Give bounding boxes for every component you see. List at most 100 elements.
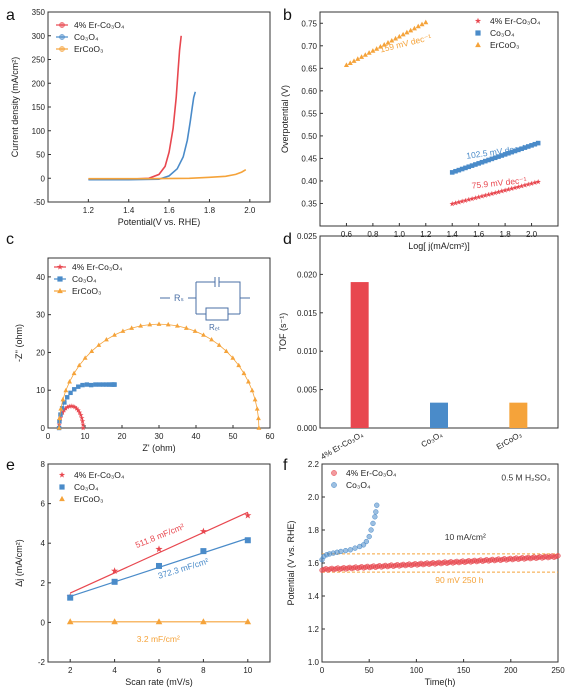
data-point-1: [519, 146, 524, 152]
panel-d: 0.000 0.005 0.010 0.015 0.020 0.025 TOF (s⁻¹) 4…: [278, 232, 559, 461]
bar: [509, 402, 528, 428]
y-tick-label: 200: [32, 79, 46, 88]
y-tick-label: 1.2: [308, 625, 320, 634]
legend-label: Co₃O₄: [490, 28, 515, 38]
data-point-1: [76, 384, 81, 389]
data-point-2: [174, 323, 180, 328]
y-axis-label: TOF (s⁻¹): [278, 313, 288, 352]
data-point-2: [256, 425, 262, 430]
data-point-2: [252, 396, 258, 402]
data-point-2: [351, 58, 357, 63]
x-tick-label: 10: [81, 432, 90, 441]
data-point-1: [489, 156, 495, 162]
x-tick-label: 1.8: [204, 206, 216, 215]
data-point-2: [362, 52, 368, 57]
data-point-0: [111, 567, 119, 574]
legend-label: 4% Er-Co₃O₄: [346, 468, 397, 478]
data-point-0: [502, 187, 508, 193]
series-line-1: [88, 91, 197, 181]
data-point-2: [66, 618, 74, 625]
panel-e: -2 0 2 4 6 8 2 4 6 8 10 Scan rate (mV/s) Δj (mA/cm²)…: [14, 460, 271, 687]
y-tick-label: 0.55: [301, 109, 317, 118]
data-point-0: [512, 184, 518, 191]
fit-line-0: [69, 511, 249, 594]
y-tick-label: -2: [38, 658, 46, 667]
panel-label-f: f: [283, 457, 288, 474]
data-point-2: [400, 31, 406, 37]
x-tick-label: 200: [504, 666, 518, 675]
fit-line-2: [58, 323, 260, 429]
data-point-2: [76, 362, 82, 368]
y-tick-label: 20: [36, 348, 45, 357]
y-tick-label: 0.45: [301, 154, 317, 163]
data-point-1: [453, 168, 458, 174]
data-point-2: [138, 323, 144, 328]
data-point-1: [342, 547, 349, 554]
x-tick-label: 2: [68, 666, 73, 675]
y-axis-label: Potential (V vs. RHE): [286, 520, 296, 605]
y-tick-label: 10: [36, 386, 45, 395]
data-point-2: [192, 328, 198, 333]
annotation: 511.8 mF/cm²: [134, 521, 186, 550]
data-point-0: [532, 179, 538, 185]
data-point-2: [200, 618, 207, 625]
data-point-1: [370, 520, 376, 527]
y-tick-label: 300: [32, 32, 46, 41]
data-point-0: [456, 199, 462, 205]
data-point-1: [67, 594, 74, 601]
data-point-0: [472, 195, 479, 201]
y-tick-label: 30: [36, 311, 45, 320]
data-point-1: [59, 406, 65, 411]
data-point-2: [223, 348, 229, 353]
data-point-0: [155, 545, 163, 553]
data-point-2: [129, 325, 135, 330]
data-point-2: [389, 37, 395, 43]
legend-label: 4% Er-Co₃O₄: [72, 262, 123, 272]
legend-label: 4% Er-Co₃O₄: [74, 20, 125, 30]
data-point-2: [347, 60, 353, 65]
y-tick-label: 0.020: [297, 270, 318, 279]
x-tick-label: 40: [192, 432, 201, 441]
category-label: Co₃O₄: [420, 430, 444, 449]
y-tick-label: 0.60: [301, 87, 317, 96]
data-point-2: [256, 415, 261, 421]
data-point-1: [347, 547, 353, 553]
data-point-2: [393, 35, 399, 41]
panel-label-d: d: [283, 231, 292, 248]
data-point-2: [396, 33, 402, 39]
data-point-0: [525, 181, 531, 187]
x-tick-label: 150: [457, 666, 471, 675]
data-point-1: [111, 578, 118, 585]
circuit-label-rct: Rₑₜ: [209, 323, 220, 332]
data-point-0: [63, 405, 69, 411]
annotation: 90 mV 250 h: [435, 575, 483, 585]
y-tick-label: 0.35: [301, 199, 317, 208]
data-point-2: [404, 29, 410, 35]
x-tick-label: 0: [320, 666, 325, 675]
panel-a: -50 0 50 100 150 200 250 300 350 1.2 1.4 1.6 1.8 2.0 P…: [10, 8, 271, 227]
x-axis-label: Z' (ohm): [142, 443, 175, 453]
y-tick-label: 0.65: [301, 64, 317, 73]
panel-b: 0.35 0.40 0.45 0.50 0.55 0.60 0.65 0.70 0.75 0.6 0…: [280, 11, 559, 251]
data-point-0: [66, 403, 72, 409]
data-point-2: [343, 62, 349, 68]
data-point-1: [372, 514, 378, 520]
data-point-0: [79, 415, 85, 421]
data-point-2: [112, 332, 117, 337]
legend-marker: [59, 34, 65, 40]
data-point-0: [479, 193, 485, 199]
y-axis-label: -Z'' (ohm): [14, 324, 24, 362]
x-tick-label: 2.0: [526, 230, 538, 239]
legend-label: ErCoO₃: [490, 40, 519, 50]
data-point-0: [466, 196, 472, 202]
y-tick-label: 8: [41, 460, 46, 469]
series-line-2: [88, 169, 247, 180]
data-point-1: [469, 163, 475, 168]
data-point-2: [111, 618, 118, 625]
y-tick-label: 50: [36, 151, 45, 160]
legend-marker: [57, 276, 63, 282]
legend-marker: [475, 30, 481, 36]
data-point-2: [411, 25, 417, 31]
x-axis-label: Potential(V vs. RHE): [118, 217, 201, 227]
y-tick-label: 1.0: [308, 658, 320, 667]
